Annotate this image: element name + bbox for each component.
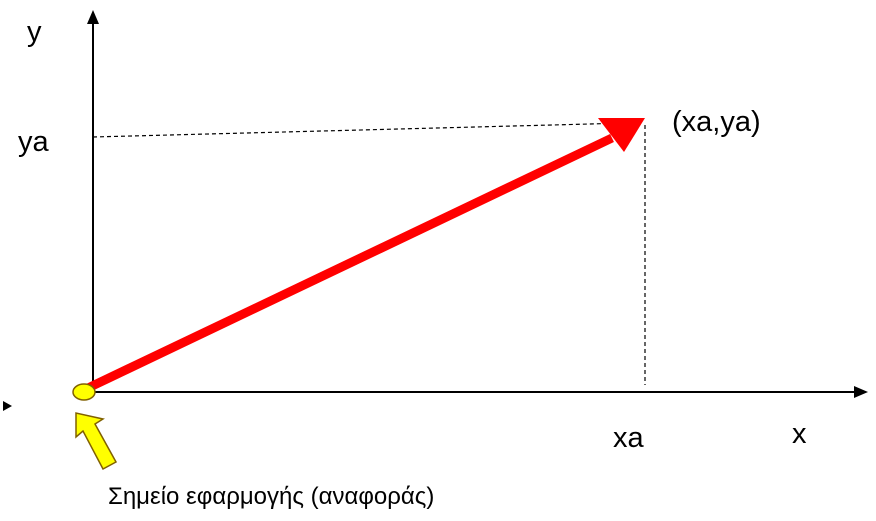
ya-guide-line: [92, 122, 629, 138]
origin-caption: Σημείο εφαρμογής (αναφοράς): [108, 483, 435, 510]
y-axis-label: y: [27, 16, 42, 48]
vector-arrowhead-icon: [598, 118, 645, 152]
ya-label: ya: [18, 126, 49, 158]
xa-label: xa: [613, 422, 644, 454]
vector-shaft: [86, 133, 614, 393]
left-edge-arrowhead-icon: [3, 401, 12, 411]
origin-pointer-icon: [75, 412, 118, 471]
y-axis-arrowhead-icon: [87, 10, 99, 24]
origin-marker: [72, 383, 96, 401]
x-axis-label: x: [792, 418, 807, 450]
point-label: (xa,ya): [672, 106, 761, 138]
x-axis-arrowhead-icon: [854, 386, 868, 398]
